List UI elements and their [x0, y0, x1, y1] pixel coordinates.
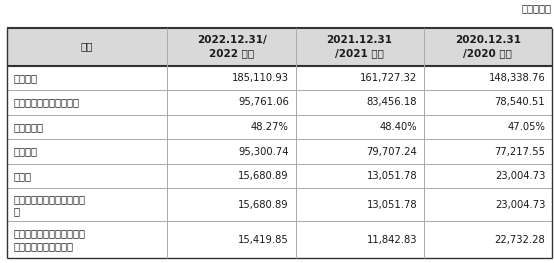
Text: 95,300.74: 95,300.74	[238, 146, 289, 156]
Text: 营业收入: 营业收入	[13, 146, 37, 156]
Text: 归属于母公司所有者的净利
润: 归属于母公司所有者的净利 润	[13, 194, 85, 216]
Text: 扣除非经常性损益后归属于
母公司所有者的净利润: 扣除非经常性损益后归属于 母公司所有者的净利润	[13, 229, 85, 251]
Text: 148,338.76: 148,338.76	[489, 73, 545, 83]
Text: 23,004.73: 23,004.73	[495, 200, 545, 210]
Text: 项目: 项目	[81, 42, 93, 52]
Bar	[7, 66, 552, 90]
Bar	[7, 115, 552, 139]
Text: 161,727.32: 161,727.32	[360, 73, 417, 83]
Text: 23,004.73: 23,004.73	[495, 171, 545, 181]
Text: 单位：万元: 单位：万元	[522, 3, 552, 13]
Bar	[7, 164, 552, 188]
Bar	[7, 28, 552, 66]
Bar	[7, 139, 552, 164]
Bar	[7, 188, 552, 221]
Text: 77,217.55: 77,217.55	[494, 146, 545, 156]
Text: 15,680.89: 15,680.89	[238, 200, 289, 210]
Text: 2020.12.31
/2020 年度: 2020.12.31 /2020 年度	[455, 35, 521, 58]
Text: 2021.12.31
/2021 年度: 2021.12.31 /2021 年度	[327, 35, 393, 58]
Text: 资产总额: 资产总额	[13, 73, 37, 83]
Text: 78,540.51: 78,540.51	[495, 98, 545, 108]
Text: 15,680.89: 15,680.89	[238, 171, 289, 181]
Text: 2022.12.31/
2022 年度: 2022.12.31/ 2022 年度	[197, 35, 266, 58]
Text: 15,419.85: 15,419.85	[238, 235, 289, 245]
Text: 归属于母公司所有者权益: 归属于母公司所有者权益	[13, 98, 79, 108]
Text: 11,842.83: 11,842.83	[367, 235, 417, 245]
Text: 48.40%: 48.40%	[379, 122, 417, 132]
Text: 资产负债率: 资产负债率	[13, 122, 43, 132]
Text: 185,110.93: 185,110.93	[232, 73, 289, 83]
Text: 83,456.18: 83,456.18	[367, 98, 417, 108]
Text: 47.05%: 47.05%	[507, 122, 545, 132]
Text: 95,761.06: 95,761.06	[238, 98, 289, 108]
Text: 13,051.78: 13,051.78	[366, 171, 417, 181]
Text: 48.27%: 48.27%	[251, 122, 289, 132]
Bar	[7, 90, 552, 115]
Text: 79,707.24: 79,707.24	[366, 146, 417, 156]
Text: 22,732.28: 22,732.28	[494, 235, 545, 245]
Text: 净利润: 净利润	[13, 171, 31, 181]
Text: 13,051.78: 13,051.78	[366, 200, 417, 210]
Bar	[7, 221, 552, 258]
